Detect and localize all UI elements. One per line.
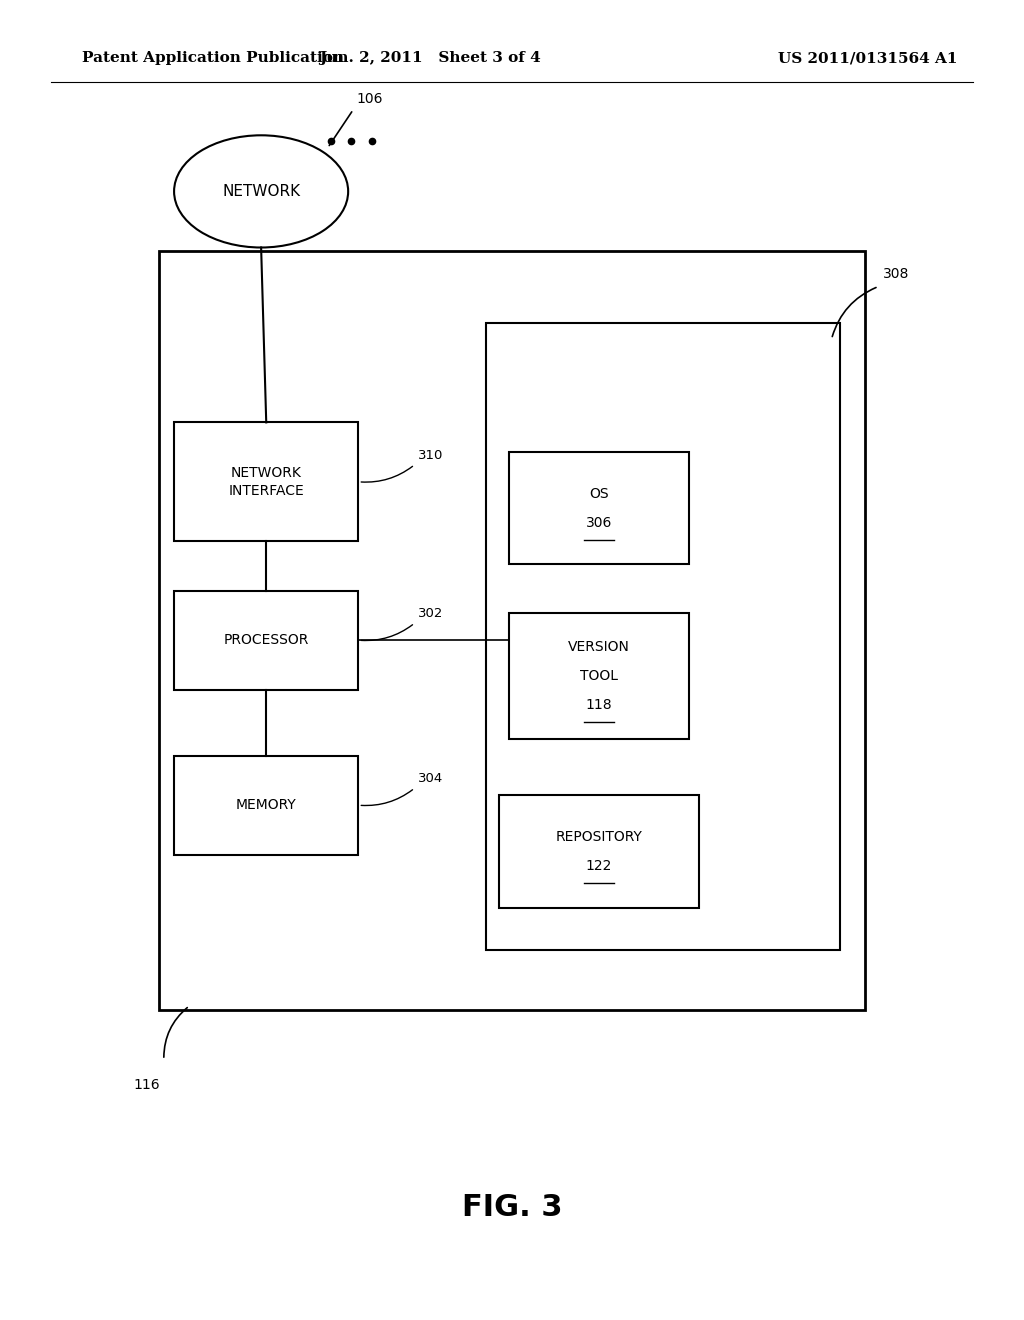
- Text: 304: 304: [418, 772, 443, 785]
- Text: 116: 116: [133, 1078, 160, 1093]
- Text: FIG. 3: FIG. 3: [462, 1193, 562, 1222]
- Text: TOOL: TOOL: [580, 669, 618, 682]
- Text: 302: 302: [418, 607, 443, 620]
- Text: VERSION: VERSION: [568, 640, 630, 653]
- Text: US 2011/0131564 A1: US 2011/0131564 A1: [778, 51, 957, 65]
- Text: 118: 118: [586, 698, 612, 711]
- Text: NETWORK
INTERFACE: NETWORK INTERFACE: [228, 466, 304, 498]
- Text: 310: 310: [418, 449, 443, 462]
- Text: NETWORK: NETWORK: [222, 183, 300, 199]
- Text: 122: 122: [586, 859, 612, 873]
- Text: 308: 308: [883, 267, 909, 281]
- Text: REPOSITORY: REPOSITORY: [556, 830, 642, 843]
- Text: Patent Application Publication: Patent Application Publication: [82, 51, 344, 65]
- Text: Jun. 2, 2011   Sheet 3 of 4: Jun. 2, 2011 Sheet 3 of 4: [319, 51, 541, 65]
- Text: OS: OS: [589, 487, 609, 500]
- Text: MEMORY: MEMORY: [236, 799, 297, 812]
- Text: 106: 106: [356, 91, 383, 106]
- Text: 306: 306: [586, 516, 612, 529]
- Text: PROCESSOR: PROCESSOR: [223, 634, 309, 647]
